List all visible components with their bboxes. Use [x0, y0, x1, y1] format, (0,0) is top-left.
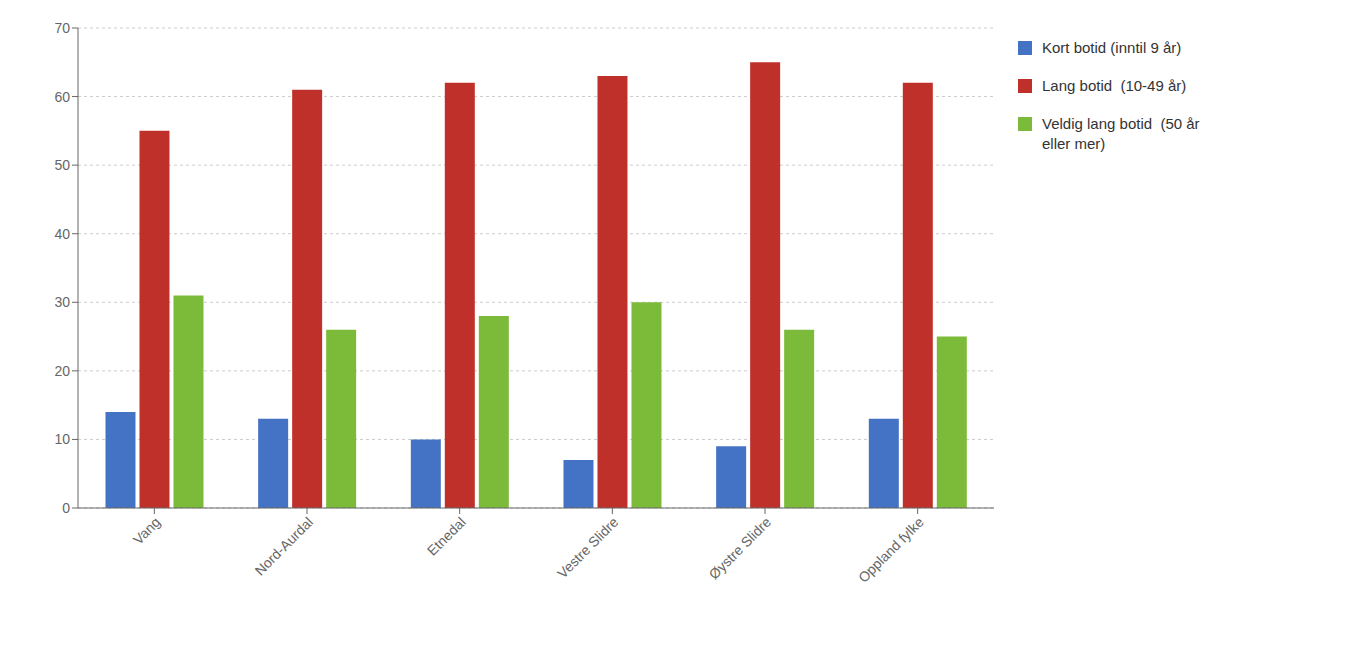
html-text:Kort botid (inntil 9 år): Kort botid (inntil 9 år) [1042, 39, 1182, 56]
svg-text:60: 60 [54, 89, 70, 105]
svg-text:0: 0 [62, 500, 70, 516]
html-text:Veldig lang botid (50 år eller: Veldig lang botid (50 år eller mer) [1042, 115, 1200, 152]
html-text:Lang botid (10-49 år): Lang botid (10-49 år) [1042, 77, 1187, 94]
svg-text:10: 10 [54, 431, 70, 447]
svg-text:Nord-Aurdal: Nord-Aurdal [251, 514, 316, 579]
svg-text:70: 70 [54, 20, 70, 36]
svg-text:40: 40 [54, 226, 70, 242]
svg-text:Vang: Vang [130, 514, 164, 548]
svg-text:30: 30 [54, 294, 70, 310]
svg-text:Oppland fylke: Oppland fylke [855, 514, 927, 586]
svg-text:Øystre Slidre: Øystre Slidre [706, 514, 775, 583]
svg-text:50: 50 [54, 157, 70, 173]
svg-text:Vestre Slidre: Vestre Slidre [554, 514, 622, 582]
svg-text:Etnedal: Etnedal [424, 514, 469, 559]
svg-text:20: 20 [54, 363, 70, 379]
